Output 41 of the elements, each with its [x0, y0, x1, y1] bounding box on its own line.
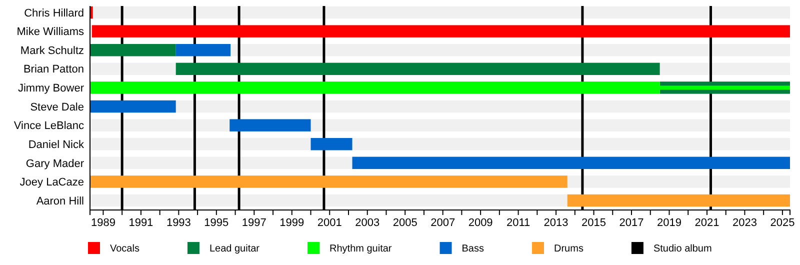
y-tick-label: Mark Schultz [20, 44, 84, 57]
x-tick-label: 2015 [582, 216, 606, 229]
x-tick-label: 1995 [204, 216, 229, 229]
x-tick-label: 2025 [770, 216, 795, 229]
x-tick-label: 1991 [128, 216, 154, 229]
y-tick-label: Brian Patton [23, 64, 84, 76]
bar [90, 44, 176, 56]
x-tick-label: 2003 [355, 216, 380, 229]
bar [230, 119, 311, 132]
legend-label: Vocals [110, 244, 140, 254]
x-tick-label: 2021 [694, 216, 720, 229]
bar [176, 44, 231, 56]
legend-label: Bass [462, 244, 484, 254]
y-tick-label: Gary Mader [26, 158, 84, 170]
legend-label: Drums [554, 244, 584, 254]
x-tick-label: 2013 [544, 216, 568, 229]
x-tick-label: 1997 [242, 216, 266, 229]
x-tick-label: 1989 [90, 216, 116, 229]
legend-label: Rhythm guitar [330, 244, 392, 254]
bar [310, 138, 352, 150]
x-tick-label: 2023 [732, 216, 757, 229]
x-tick-label: 2019 [657, 216, 682, 229]
bar [90, 100, 176, 113]
x-tick-label: 2007 [430, 216, 456, 229]
x-tick-label: 2005 [392, 216, 418, 229]
y-tick-label: Joey LaCaze [20, 176, 84, 189]
legend-label: Lead guitar [209, 244, 260, 254]
x-tick-label: 2011 [506, 216, 530, 229]
x-tick-label: 1999 [280, 216, 304, 229]
y-tick-label: Jimmy Bower [18, 82, 84, 95]
x-tick-label: 1993 [166, 216, 191, 229]
x-tick-label: 2009 [468, 216, 493, 229]
y-tick-label: Daniel Nick [28, 138, 84, 151]
y-tick-label: Mike Williams [16, 26, 84, 38]
y-tick-label: Steve Dale [30, 101, 84, 114]
x-tick-label: 2001 [317, 216, 342, 229]
y-tick-label: Chris Hillard [24, 7, 84, 20]
y-tick-label: Aaron Hill [36, 195, 84, 208]
legend-label: Studio album [653, 244, 712, 254]
y-tick-label: Vince LeBlanc [14, 120, 84, 132]
x-tick-label: 2017 [619, 216, 644, 229]
